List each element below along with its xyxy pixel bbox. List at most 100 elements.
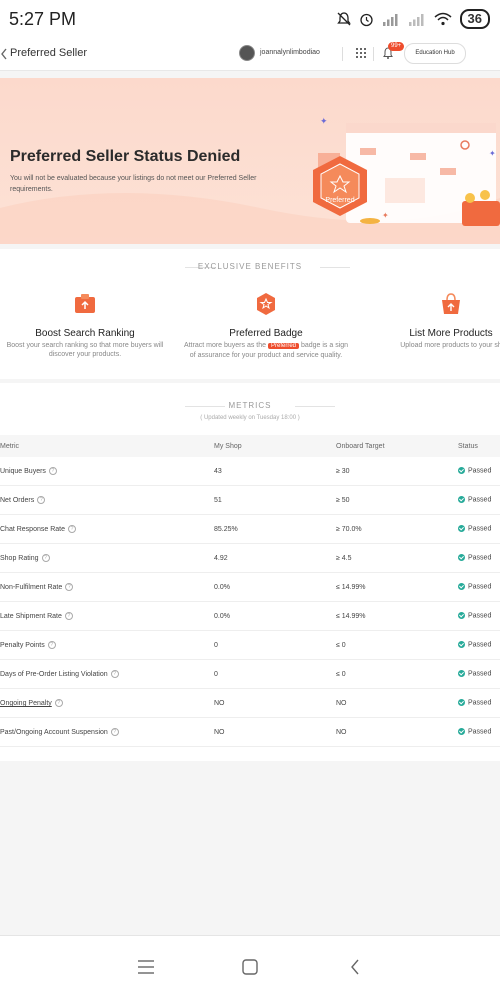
check-circle-icon — [458, 583, 465, 591]
benefit-boost-search: Boost Search Ranking Boost your search r… — [0, 291, 170, 359]
apps-grid-icon[interactable] — [356, 48, 366, 58]
page-title: Preferred Seller — [10, 47, 88, 59]
top-nav-bar: Preferred Seller joannalynlimbodiao 99+ … — [0, 38, 500, 71]
my-shop-value: 0 — [214, 659, 336, 689]
benefit-description-part: badge is a sign of assurance for your pr… — [189, 342, 349, 359]
help-icon[interactable]: ? — [67, 525, 76, 533]
home-icon[interactable] — [242, 959, 258, 975]
help-icon[interactable]: ? — [47, 641, 56, 649]
metric-name: Days of Pre-Order Listing Violation — [0, 670, 108, 678]
my-shop-value: 0 — [214, 630, 336, 660]
my-shop-value: 4.92 — [214, 543, 336, 573]
check-circle-icon — [458, 641, 465, 649]
metric-name: Penalty Points — [0, 641, 45, 649]
wifi-icon — [434, 12, 452, 26]
metrics-table: Metric My Shop Onboard Target Status Uni… — [0, 435, 500, 747]
table-row: Net Orders? 51 ≥ 50 Passed — [0, 485, 500, 515]
chevron-left-icon[interactable] — [0, 47, 8, 61]
check-circle-icon — [458, 467, 465, 475]
col-my-shop: My Shop — [214, 435, 336, 457]
help-icon[interactable]: ? — [65, 583, 74, 591]
education-hub-button[interactable]: Education Hub — [404, 43, 466, 64]
help-icon[interactable]: ? — [41, 554, 50, 562]
username[interactable]: joannalynlimbodiao — [260, 49, 320, 56]
target-value: NO — [336, 717, 458, 747]
help-icon[interactable]: ? — [54, 699, 63, 707]
table-row: Non-Fulfilment Rate? 0.0% ≤ 14.99% Passe… — [0, 572, 500, 602]
status-text: Passed — [468, 670, 492, 678]
signal-icon — [382, 13, 398, 26]
table-row: Unique Buyers? 43 ≥ 30 Passed — [0, 457, 500, 486]
metric-name: Non-Fulfilment Rate — [0, 583, 63, 591]
metric-name: Shop Rating — [0, 554, 39, 562]
col-metric: Metric — [0, 435, 214, 457]
exclusive-benefits-section: EXCLUSIVE BENEFITS Boost Search Ranking … — [0, 249, 500, 379]
divider — [295, 406, 335, 407]
benefit-title: List More Products — [409, 328, 493, 339]
alarm-icon — [359, 13, 373, 26]
help-icon[interactable]: ? — [110, 728, 119, 736]
metric-name: Net Orders — [0, 496, 35, 504]
preferred-badge-text: Preferred — [325, 197, 354, 204]
help-icon[interactable]: ? — [110, 670, 119, 678]
status-description: You will not be evaluated because your l… — [10, 175, 257, 193]
help-icon[interactable]: ? — [64, 612, 73, 620]
table-row: Past/Ongoing Account Suspension? NO NO P… — [0, 717, 500, 747]
status-text: Passed — [468, 728, 492, 736]
my-shop-value: NO — [214, 717, 336, 747]
my-shop-value: 43 — [214, 457, 336, 486]
clock: 5:27 PM — [9, 9, 77, 29]
metric-name: Past/Ongoing Account Suspension — [0, 728, 108, 736]
svg-text:✦: ✦ — [320, 116, 328, 126]
status-title: Preferred Seller Status Denied — [10, 148, 241, 165]
help-icon[interactable]: ? — [48, 467, 57, 475]
check-circle-icon — [458, 496, 465, 504]
check-circle-icon — [458, 728, 465, 736]
benefit-title: Boost Search Ranking — [35, 328, 135, 339]
status-text: Passed — [468, 496, 492, 504]
status-icons: 36 — [336, 9, 490, 29]
target-value: NO — [336, 688, 458, 718]
back-icon[interactable] — [350, 959, 360, 975]
table-row: Ongoing Penalty? NO NO Passed — [0, 688, 500, 718]
table-row: Penalty Points? 0 ≤ 0 Passed — [0, 630, 500, 660]
benefit-description: Upload more products to your sh — [400, 342, 500, 349]
status-text: Passed — [468, 699, 492, 707]
target-value: ≤ 14.99% — [336, 572, 458, 602]
rank-up-icon — [75, 294, 95, 313]
banner-illustration: Preferred ✦ ✦ ✦ — [0, 116, 500, 244]
metrics-section: METRICS ( Updated weekly on Tuesday 18:0… — [0, 383, 500, 761]
ongoing-penalty-link[interactable]: Ongoing Penalty — [0, 699, 52, 707]
signal-icon-2 — [408, 13, 424, 26]
status-banner: Preferred ✦ ✦ ✦ Preferred Seller Status … — [0, 78, 500, 244]
check-circle-icon — [458, 699, 465, 707]
benefit-description: Attract more buyers as the Preferred bad… — [181, 341, 351, 360]
divider — [342, 47, 343, 61]
benefit-description-part: Attract more buyers as the — [183, 342, 267, 349]
help-icon[interactable]: ? — [37, 496, 46, 504]
status-text: Passed — [468, 554, 492, 562]
benefit-title: Preferred Badge — [229, 328, 303, 339]
table-row: Chat Response Rate? 85.25% ≥ 70.0% Passe… — [0, 514, 500, 544]
my-shop-value: NO — [214, 688, 336, 718]
target-value: ≤ 14.99% — [336, 601, 458, 631]
table-row: Days of Pre-Order Listing Violation? 0 ≤… — [0, 659, 500, 689]
my-shop-value: 85.25% — [214, 514, 336, 544]
target-value: ≥ 70.0% — [336, 514, 458, 544]
metric-name: Unique Buyers — [0, 467, 46, 475]
menu-icon[interactable] — [138, 960, 154, 974]
my-shop-value: 0.0% — [214, 572, 336, 602]
metrics-title: METRICS — [228, 401, 272, 410]
preferred-badge-icon — [257, 293, 275, 315]
mute-bell-icon — [336, 12, 351, 26]
status-text: Passed — [468, 612, 492, 620]
table-header-row: Metric My Shop Onboard Target Status — [0, 435, 500, 457]
battery-indicator: 36 — [459, 9, 490, 29]
table-row: Late Shipment Rate? 0.0% ≤ 14.99% Passed — [0, 601, 500, 631]
target-value: ≥ 30 — [336, 457, 458, 486]
notification-badge: 99+ — [388, 42, 405, 51]
metric-name: Chat Response Rate — [0, 525, 65, 533]
my-shop-value: 0.0% — [214, 601, 336, 631]
avatar[interactable] — [239, 45, 255, 61]
check-circle-icon — [458, 554, 465, 562]
